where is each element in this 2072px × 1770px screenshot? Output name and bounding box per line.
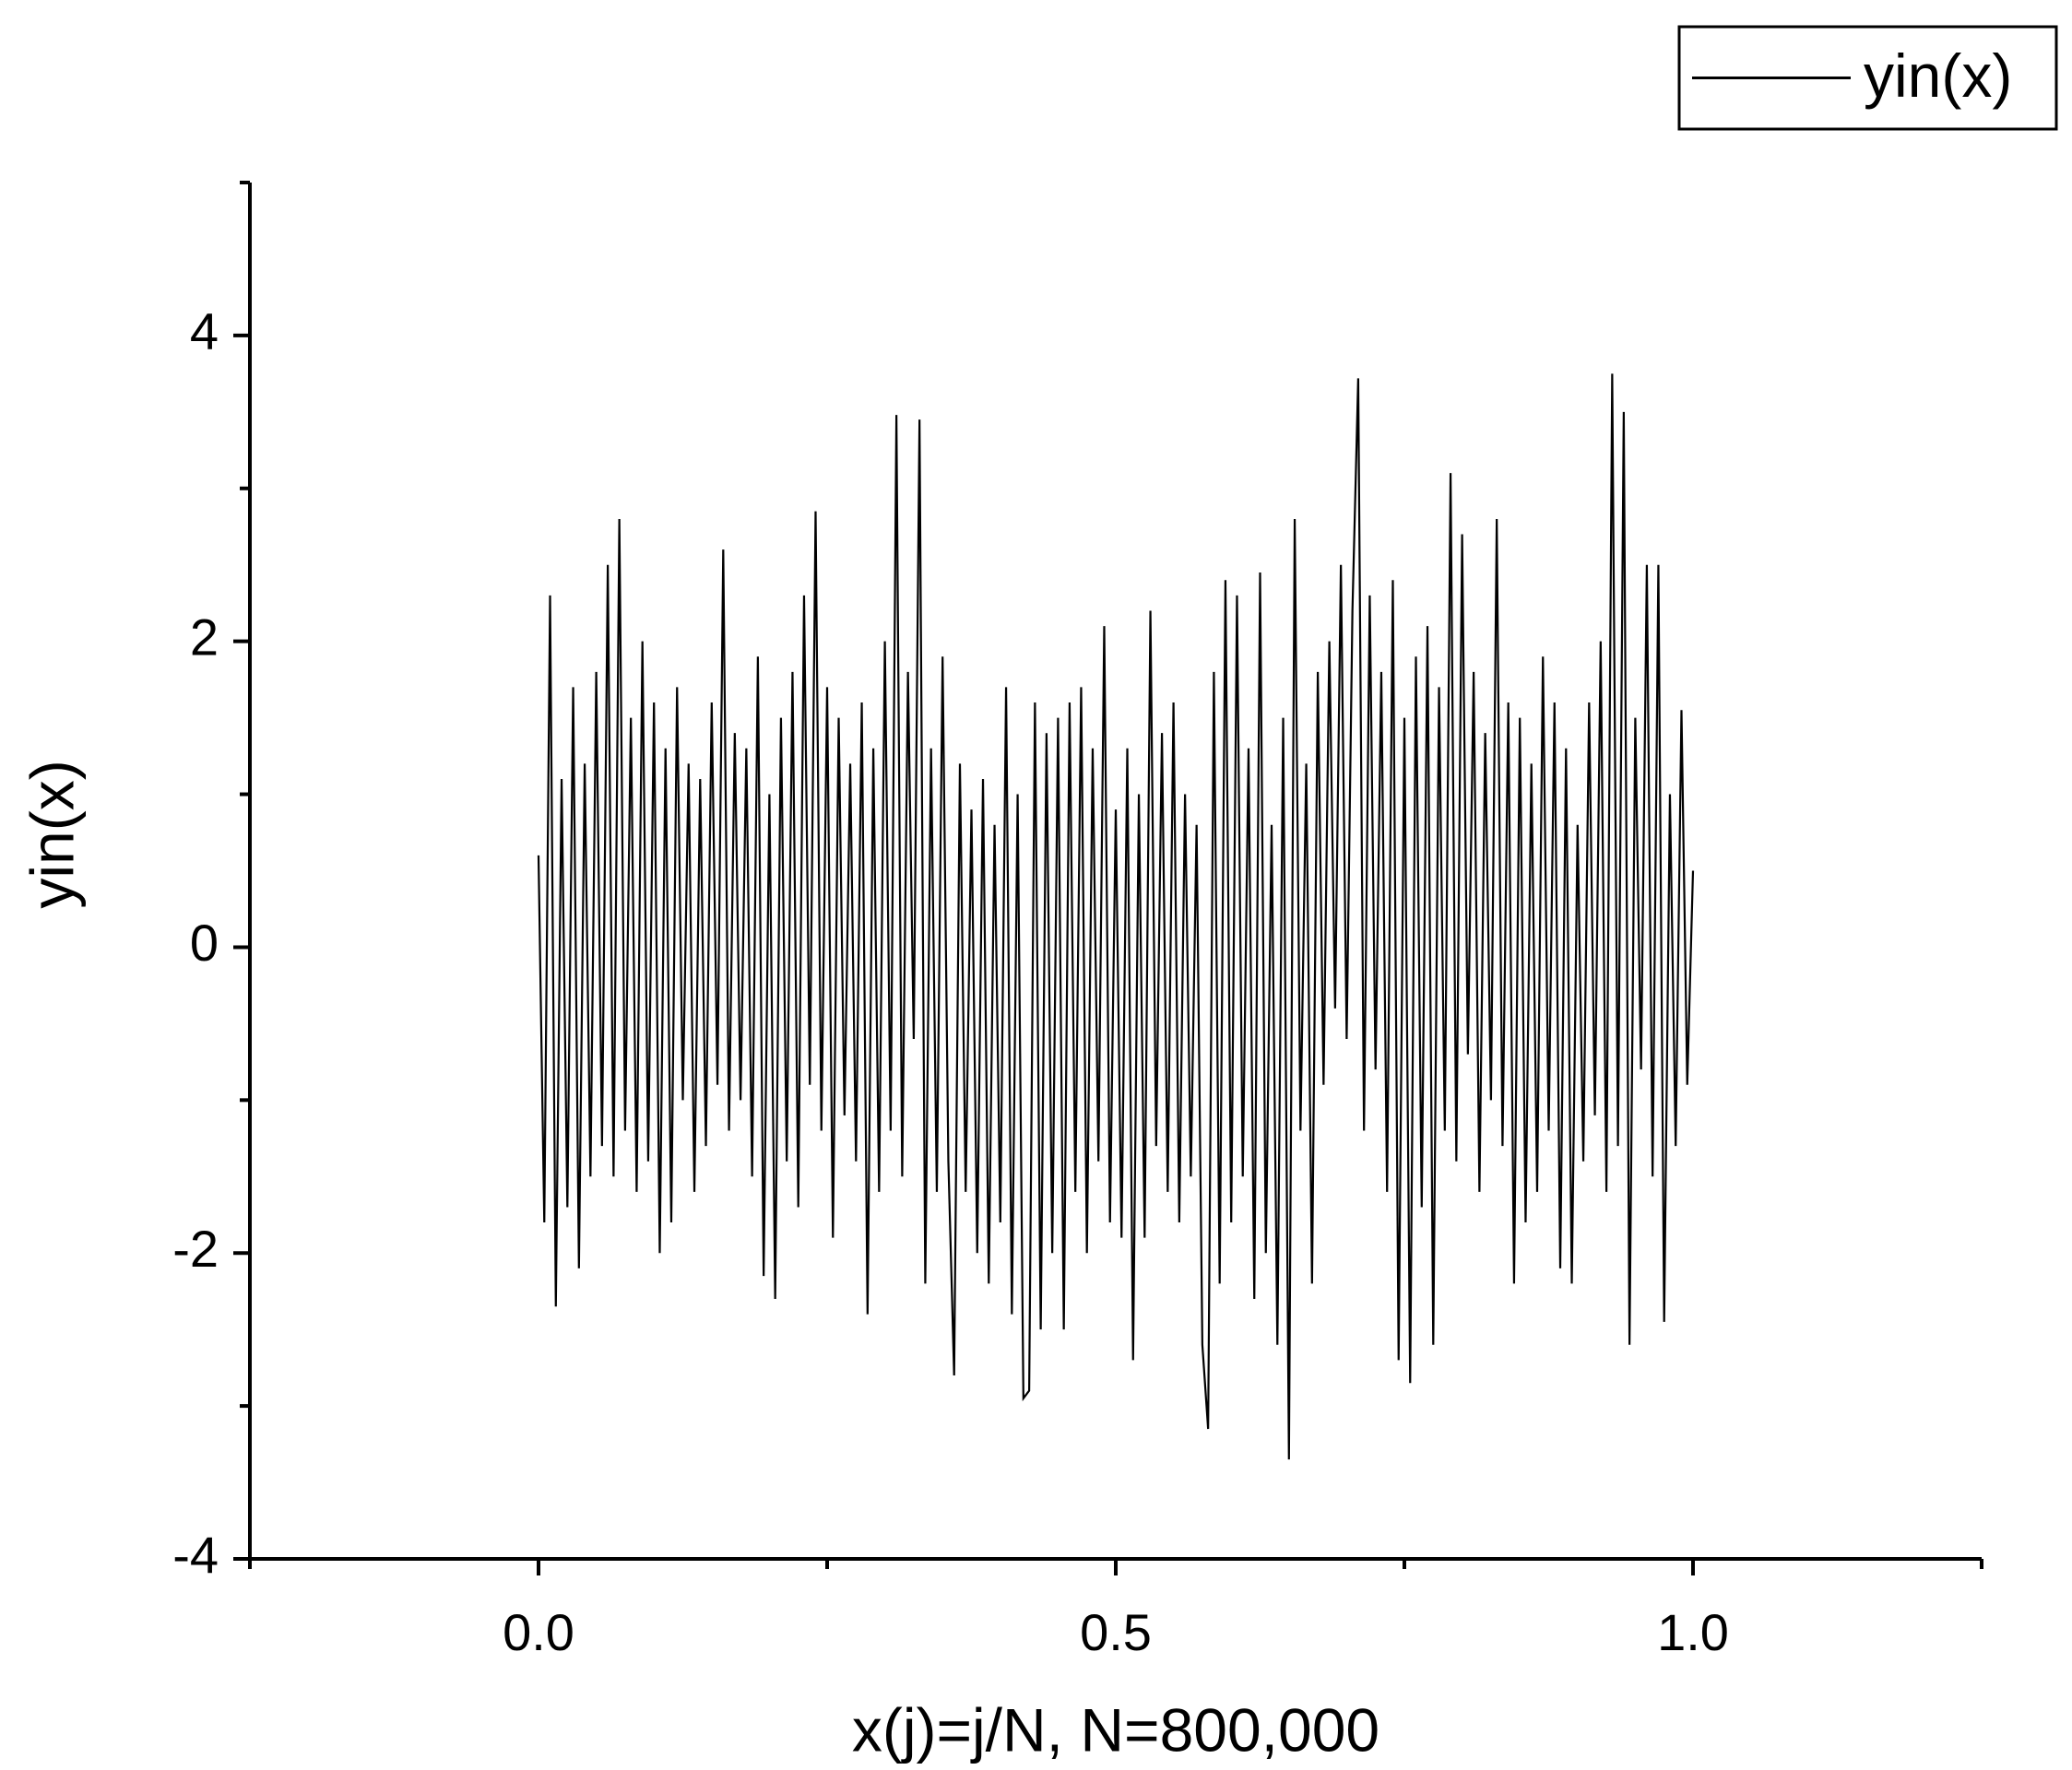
y-tick-label: -4 [172,1526,219,1584]
y-tick-label: 2 [190,608,219,666]
data-line [537,373,1695,1460]
y-tick-label: 0 [190,914,219,972]
x-tick-label: 1.0 [1657,1603,1729,1661]
legend-label: yin(x) [1864,41,2012,110]
x-axis-title: x(j)=j/N, N=800,000 [852,1695,1379,1764]
y-tick-label: 4 [190,302,219,360]
y-tick-label: -2 [172,1220,219,1278]
x-tick-label: 0.0 [503,1603,574,1661]
y-axis-title: yin(x) [18,760,86,908]
x-tick-label: 0.5 [1080,1603,1152,1661]
